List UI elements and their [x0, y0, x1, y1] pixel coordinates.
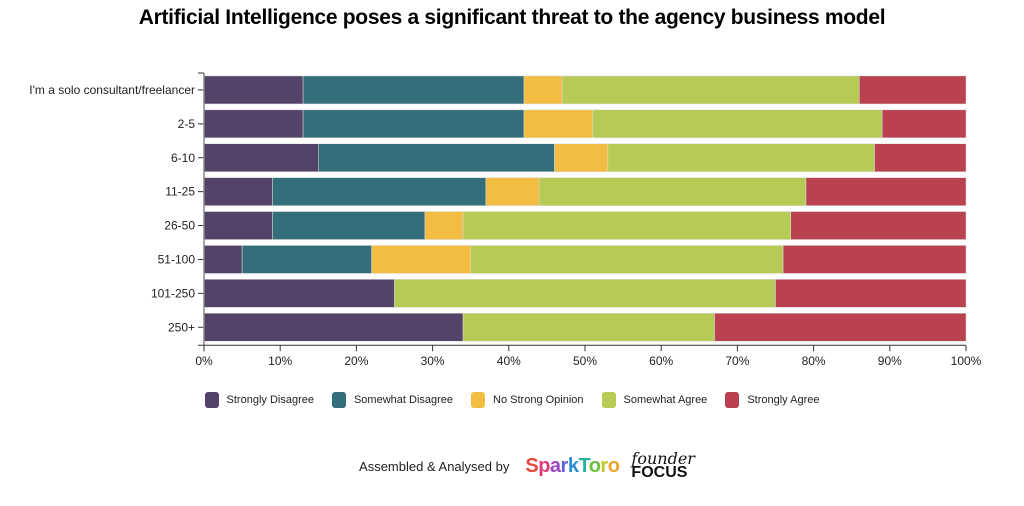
bar-segment-no-strong-opinion [485, 177, 540, 206]
bar-segment-strongly-disagree [203, 177, 273, 206]
bar-segment-somewhat-disagree [272, 211, 426, 240]
bar-segment-strongly-disagree [203, 109, 304, 139]
legend-swatch [601, 392, 616, 408]
bar-segment-strongly-disagree [203, 313, 464, 342]
logo-letter: o [588, 454, 601, 477]
bar-segment-no-strong-opinion [371, 245, 471, 274]
bar-segment-somewhat-disagree [318, 143, 555, 172]
x-tick-label: 80% [802, 354, 826, 368]
bar-segment-somewhat-agree [592, 109, 883, 139]
legend-item-somewhat-agree: Somewhat Agree [601, 392, 708, 408]
bars-group [203, 75, 967, 342]
bar-segment-no-strong-opinion [424, 211, 464, 240]
bar-segment-somewhat-agree [462, 211, 791, 240]
legend-label: Strongly Disagree [226, 394, 314, 406]
logo-letter: r [600, 454, 608, 477]
x-tick-label: 90% [878, 354, 902, 368]
x-tick-label: 100% [951, 354, 982, 368]
bar-segment-somewhat-disagree [241, 245, 372, 274]
bar-segment-somewhat-agree [470, 245, 784, 274]
logo-letter: S [525, 454, 539, 477]
bar-segment-somewhat-disagree [302, 109, 525, 139]
logo-letter: T [578, 454, 589, 477]
bar-segment-somewhat-agree [607, 143, 875, 172]
legend-swatch [471, 392, 486, 408]
legend-item-somewhat-disagree: Somewhat Disagree [331, 392, 454, 408]
y-tick-label: 11-25 [165, 185, 195, 199]
bar-segment-no-strong-opinion [554, 143, 609, 172]
stacked-bar-chart: I'm a solo consultant/freelancer 2-5 6-10 1… [29, 72, 982, 368]
bar-segment-strongly-disagree [203, 211, 273, 240]
legend-swatch [331, 392, 346, 408]
legend-swatch [204, 392, 219, 408]
bar-segment-somewhat-agree [561, 75, 860, 105]
bar-segment-strongly-agree [881, 109, 967, 139]
y-tick-label: 250+ [168, 320, 195, 334]
logo-letter: p [538, 454, 550, 477]
x-tick-label: 20% [344, 354, 368, 368]
x-axis: 0% 10% 20% 30% 40% 50% 60% 70% 80% 90% 100% [195, 344, 982, 368]
y-tick-label: 26-50 [164, 219, 195, 233]
bar-segment-somewhat-agree [462, 313, 715, 342]
legend-label: No Strong Opinion [493, 394, 584, 406]
x-tick-label: 40% [497, 354, 521, 368]
x-tick-label: 30% [421, 354, 445, 368]
bar-segment-strongly-disagree [203, 279, 395, 308]
y-tick-label: I'm a solo consultant/freelancer [29, 83, 195, 97]
bar-segment-somewhat-disagree [302, 75, 525, 105]
credit-footer: Assembled & Analysed by SparkToro founde… [0, 449, 1024, 481]
legend-label: Somewhat Disagree [353, 394, 454, 406]
y-tick-label: 101-250 [151, 286, 195, 300]
sparktoro-logo: SparkToro [525, 454, 620, 478]
bar-segment-strongly-disagree [203, 143, 319, 172]
y-tick-label: 6-10 [171, 151, 195, 165]
x-tick-label: 70% [725, 354, 749, 368]
bar-segment-strongly-disagree [203, 75, 304, 105]
chart-title: Artificial Intelligence poses a signific… [138, 6, 886, 29]
bar-segment-strongly-disagree [203, 245, 243, 274]
bar-segment-strongly-agree [805, 177, 967, 206]
legend-item-strongly-disagree: Strongly Disagree [204, 392, 314, 408]
bar-segment-somewhat-agree [394, 279, 776, 308]
bar-segment-strongly-agree [859, 75, 967, 105]
legend-label: Strongly Agree [747, 394, 820, 406]
bar-segment-no-strong-opinion [523, 109, 593, 139]
bar-segment-somewhat-agree [539, 177, 807, 206]
legend: Strongly Disagree Somewhat Disagree No Str… [0, 392, 1024, 408]
bar-segment-strongly-agree [874, 143, 967, 172]
x-tick-label: 0% [195, 354, 213, 368]
x-tick-label: 50% [573, 354, 597, 368]
bar-segment-strongly-agree [714, 313, 967, 342]
legend-item-no-strong-opinion: No Strong Opinion [471, 392, 584, 408]
founder-focus-logo: founder FOCUS [631, 449, 695, 481]
logo-letter: r [560, 454, 569, 477]
logo-letter: k [567, 454, 579, 477]
founder-logo-top: founder [631, 449, 695, 468]
credit-text: Assembled & Analysed by [359, 458, 510, 474]
bar-segment-no-strong-opinion [523, 75, 563, 105]
y-tick-label: 51-100 [158, 252, 196, 266]
x-tick-label: 60% [649, 354, 673, 368]
x-tick-label: 10% [268, 354, 292, 368]
bar-segment-strongly-agree [790, 211, 967, 240]
bar-segment-strongly-agree [775, 279, 967, 308]
bar-segment-somewhat-disagree [272, 177, 487, 206]
y-axis: I'm a solo consultant/freelancer 2-5 6-10 1… [29, 72, 205, 346]
founder-logo-bottom: FOCUS [631, 464, 688, 481]
logo-letter: o [607, 454, 620, 477]
legend-swatch [725, 392, 740, 408]
legend-item-strongly-agree: Strongly Agree [725, 392, 819, 408]
bar-segment-strongly-agree [782, 245, 967, 274]
logo-letter: a [549, 454, 561, 477]
legend-label: Somewhat Agree [623, 394, 708, 406]
y-tick-label: 2-5 [178, 117, 196, 131]
